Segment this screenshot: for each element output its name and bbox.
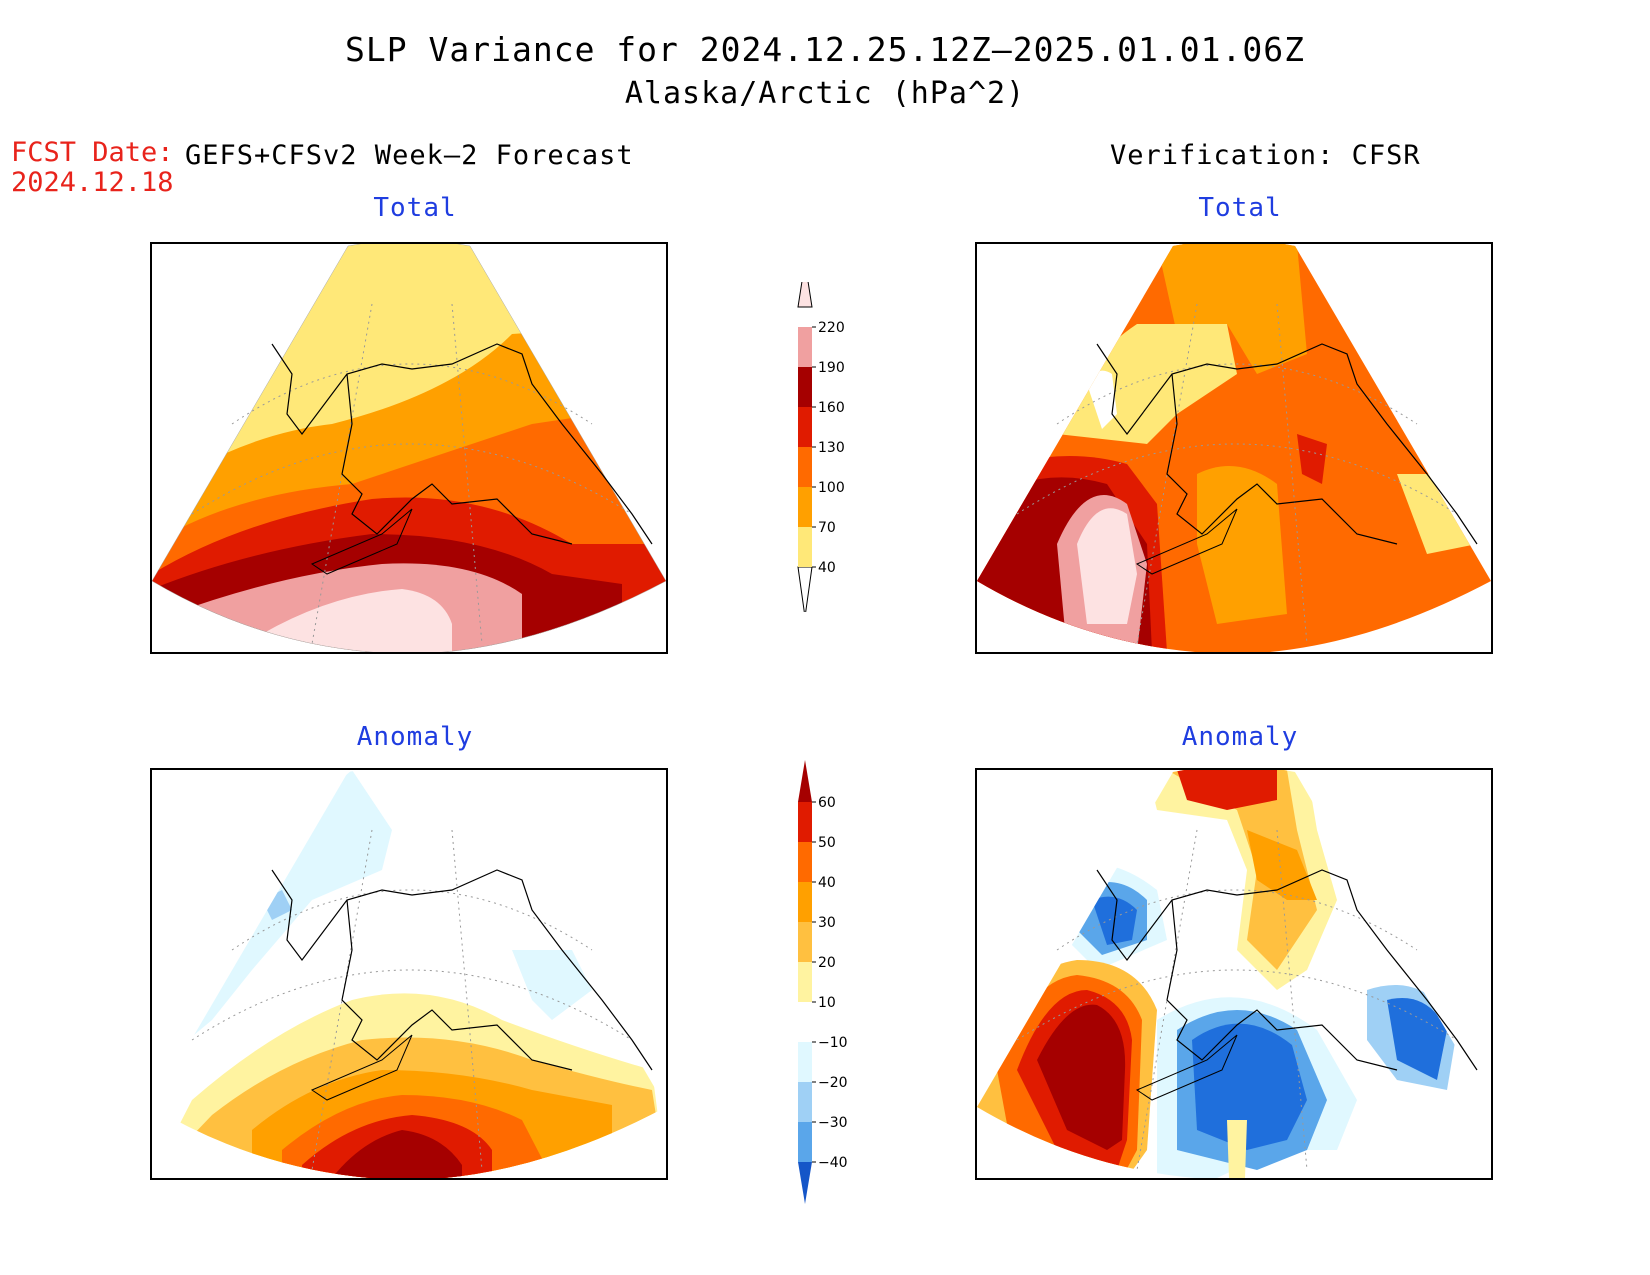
contour-50-60-north xyxy=(1177,770,1277,810)
graticule xyxy=(1016,303,1458,645)
coastline xyxy=(271,343,653,545)
contour-20-30-north xyxy=(1167,770,1317,970)
colorbar-segment xyxy=(798,962,812,1002)
colorbar-label: 190 xyxy=(818,360,845,376)
colorbar-segment xyxy=(798,367,812,407)
colorbar-segment xyxy=(798,1042,812,1082)
anomaly-colorbar: 60 50 40 30 20 10 −10 −20 −30 −40 xyxy=(798,760,848,1204)
colorbar-tail-low xyxy=(797,566,813,612)
peninsula-outline xyxy=(310,508,413,575)
colorbar-segment xyxy=(798,882,812,922)
colorbar-segment xyxy=(798,327,812,367)
coastline xyxy=(1096,869,1478,1071)
colorbar-segment xyxy=(798,527,812,567)
colorbar-segment xyxy=(798,407,812,447)
forecast-anomaly-map xyxy=(150,768,668,1180)
colorbar-segment xyxy=(798,842,812,882)
verification-column-header: Verification: CFSR xyxy=(1110,140,1421,171)
colorbar-segment xyxy=(798,1122,812,1162)
contour-130-160-inner xyxy=(1297,434,1327,484)
colorbar-label: 60 xyxy=(818,795,836,811)
colorbar-label: 20 xyxy=(818,955,836,971)
contour-220-plus xyxy=(262,589,452,652)
colorbar-segment xyxy=(798,922,812,962)
main-title: SLP Variance for 2024.12.25.12Z–2025.01.… xyxy=(345,30,1305,69)
forecast-total-map xyxy=(150,242,668,654)
colorbar-label: −40 xyxy=(818,1155,848,1171)
forecast-date-value: 2024.12.18 xyxy=(11,167,174,198)
colorbar-label: 30 xyxy=(818,915,836,931)
main-subtitle: Alaska/Arctic (hPa^2) xyxy=(624,76,1026,111)
colorbar-label: 220 xyxy=(818,320,845,336)
graticule xyxy=(191,303,633,645)
colorbar-tail-high xyxy=(797,282,813,308)
colorbar-label: 40 xyxy=(818,560,836,576)
colorbar-label: −10 xyxy=(818,1035,848,1051)
colorbar-label: −30 xyxy=(818,1115,848,1131)
contour-minus10-minus20-east xyxy=(512,950,592,1020)
contour-70-100-north xyxy=(1157,244,1307,374)
contour-30-40-north xyxy=(1247,830,1317,900)
contour-60-plus-west xyxy=(1037,1004,1126,1150)
graticule xyxy=(191,829,633,1171)
colorbar-label: 10 xyxy=(818,995,836,1011)
contour-below-40 xyxy=(1087,370,1117,429)
contour-60-plus xyxy=(332,1130,462,1178)
coastline xyxy=(1096,343,1478,545)
coastline xyxy=(271,869,653,1071)
contour-10-20-south xyxy=(1227,1120,1247,1178)
colorbar-label: 40 xyxy=(818,875,836,891)
colorbar-segment xyxy=(798,447,812,487)
colorbar-segment xyxy=(798,802,812,842)
colorbar-label: 160 xyxy=(818,400,845,416)
colorbar-segment xyxy=(798,1082,812,1122)
verification-anomaly-title: Anomaly xyxy=(1181,722,1299,752)
colorbar-label: −20 xyxy=(818,1075,848,1091)
forecast-total-title: Total xyxy=(373,193,457,223)
colorbar-label: 130 xyxy=(818,440,845,456)
contour-70-100-center xyxy=(1197,466,1287,624)
total-colorbar: 40 70 100 130 160 190 220 xyxy=(797,282,845,612)
peninsula-outline xyxy=(1135,1034,1238,1101)
colorbar-tail-high xyxy=(798,760,812,802)
verification-total-map xyxy=(975,242,1493,654)
colorbar-segment xyxy=(798,1002,812,1042)
graticule xyxy=(1016,829,1458,1171)
forecast-column-header: GEFS+CFSv2 Week–2 Forecast xyxy=(185,140,634,171)
forecast-date-label: FCST Date: xyxy=(11,137,174,168)
contour-minus30-minus40-east xyxy=(1387,998,1447,1080)
peninsula-outline xyxy=(1135,508,1238,575)
contour-220-plus xyxy=(1077,508,1137,624)
colorbar-tail-low xyxy=(798,1162,812,1204)
forecast-anomaly-title: Anomaly xyxy=(356,722,474,752)
colorbar-label: 50 xyxy=(818,835,836,851)
contour-minus30-minus40-south xyxy=(1192,1023,1307,1150)
colorbar-segment xyxy=(798,487,812,527)
peninsula-outline xyxy=(310,1034,413,1101)
verification-anomaly-map xyxy=(975,768,1493,1180)
verification-total-title: Total xyxy=(1198,193,1282,223)
forecast-date-block: FCST Date: 2024.12.18 xyxy=(11,138,174,198)
colorbar-label: 100 xyxy=(818,480,845,496)
colorbar-label: 70 xyxy=(818,520,836,536)
